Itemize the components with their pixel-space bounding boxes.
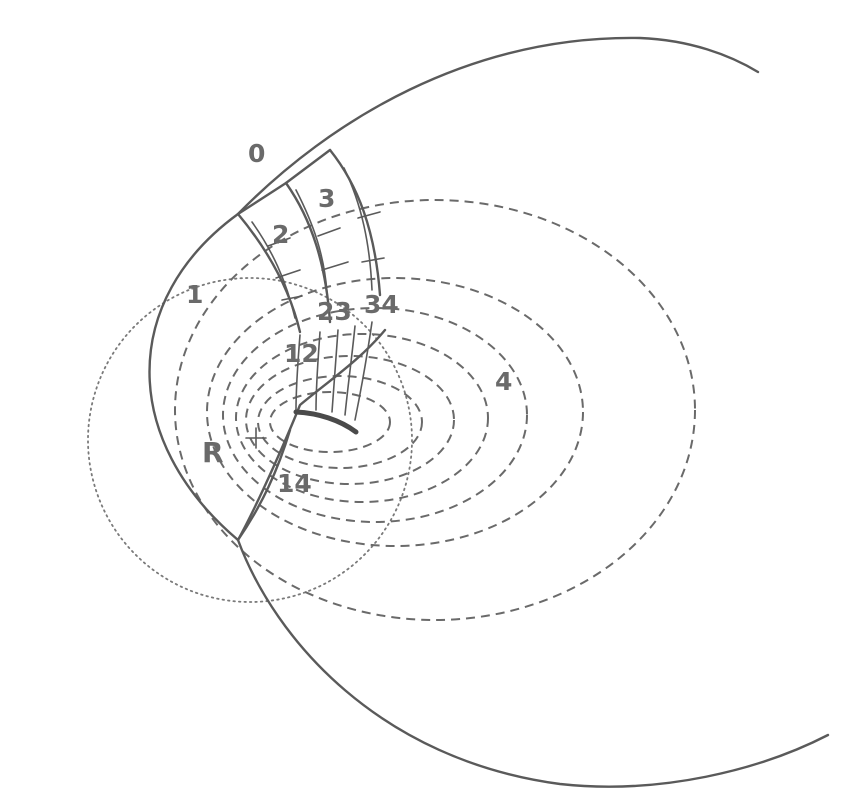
outer-arc-top [236, 36, 760, 216]
dashed-ellipse-2 [206, 277, 584, 547]
strip-ticks [267, 211, 385, 301]
strip-inner-arc-c [343, 167, 373, 291]
heavy-segment [293, 409, 359, 435]
dashed-ellipse-5 [245, 355, 455, 485]
label-region-1: 1 [186, 280, 203, 309]
fan-lines [295, 321, 373, 421]
cross-marker-r [245, 427, 267, 449]
strip-inner-arc-b [295, 189, 328, 293]
dashed-ellipse-3 [222, 307, 528, 523]
label-region-34: 34 [364, 290, 399, 319]
dotted-circle-r [87, 277, 413, 603]
dashed-level-curves [174, 199, 696, 621]
dashed-ellipse-4 [235, 333, 489, 503]
strip-inner-arc-a [251, 221, 296, 319]
strip-arc-1 [236, 212, 302, 334]
dashed-ellipse-1 [174, 199, 696, 621]
lens-right-arc [236, 328, 387, 542]
label-region-0: 0 [248, 139, 265, 168]
label-region-12: 12 [284, 339, 319, 368]
label-point-r: R [202, 436, 224, 469]
dashed-ellipse-7 [269, 391, 391, 453]
strip-arc-2 [284, 181, 332, 324]
label-region-14: 14 [277, 469, 312, 498]
strip-arc-3 [328, 148, 382, 297]
label-region-23: 23 [317, 297, 352, 326]
label-region-2: 2 [272, 220, 289, 249]
dashed-ellipse-6 [257, 375, 423, 469]
lens-left-arc [148, 212, 240, 542]
label-region-3: 3 [318, 184, 335, 213]
lens-chord-bottom [236, 428, 292, 542]
label-region-4: 4 [495, 367, 512, 396]
outer-arc-bottom [236, 538, 830, 788]
strip-top-edge [236, 148, 332, 216]
